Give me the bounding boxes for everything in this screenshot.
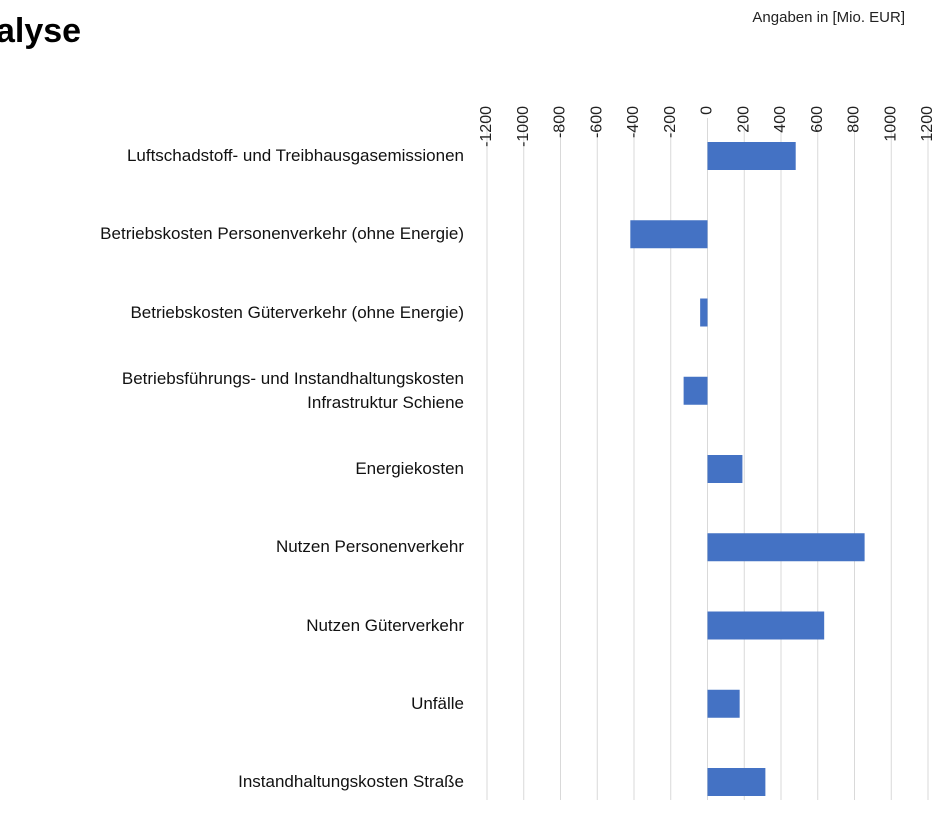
category-label: Unfälle — [411, 693, 464, 713]
category-label: Luftschadstoff- und Treibhausgasemission… — [126, 146, 464, 165]
bar — [707, 455, 743, 483]
x-tick-label: 1000 — [882, 106, 899, 142]
x-tick-label: -200 — [662, 106, 679, 138]
bar — [707, 611, 825, 640]
x-tick-label: -400 — [625, 106, 642, 138]
category-label: Betriebsführungs- und Instandhaltungskos… — [121, 368, 464, 412]
category-label: Nutzen Personenverkehr — [275, 537, 464, 557]
x-tick-label: -800 — [552, 106, 569, 138]
bar — [707, 689, 740, 718]
unit-label: Angaben in [Mio. EUR] — [752, 9, 905, 26]
x-tick-label: 400 — [772, 106, 789, 133]
category-label: Betriebskosten Güterverkehr (ohne Energi… — [130, 302, 464, 322]
x-tick-label: 0 — [699, 106, 716, 115]
bar — [700, 298, 708, 327]
x-tick-label: 1200 — [919, 106, 936, 142]
x-tick-label: -600 — [588, 106, 605, 138]
category-label: Instandhaltungskosten Straße — [238, 772, 464, 791]
bar — [707, 768, 766, 796]
chart-title: alyse — [0, 12, 81, 50]
x-tick-label: -1200 — [478, 106, 495, 147]
bar — [707, 533, 865, 562]
x-tick-label: 200 — [735, 106, 752, 133]
bar — [630, 220, 708, 249]
x-tick-label: 600 — [809, 106, 826, 133]
bar — [707, 142, 796, 170]
bar — [683, 376, 708, 405]
x-tick-label: 800 — [846, 106, 863, 133]
category-label: Energiekosten — [355, 459, 464, 478]
x-tick-label: -1000 — [515, 106, 532, 147]
category-label: Betriebskosten Personenverkehr (ohne Ene… — [100, 224, 464, 244]
category-label: Nutzen Güterverkehr — [306, 615, 464, 635]
